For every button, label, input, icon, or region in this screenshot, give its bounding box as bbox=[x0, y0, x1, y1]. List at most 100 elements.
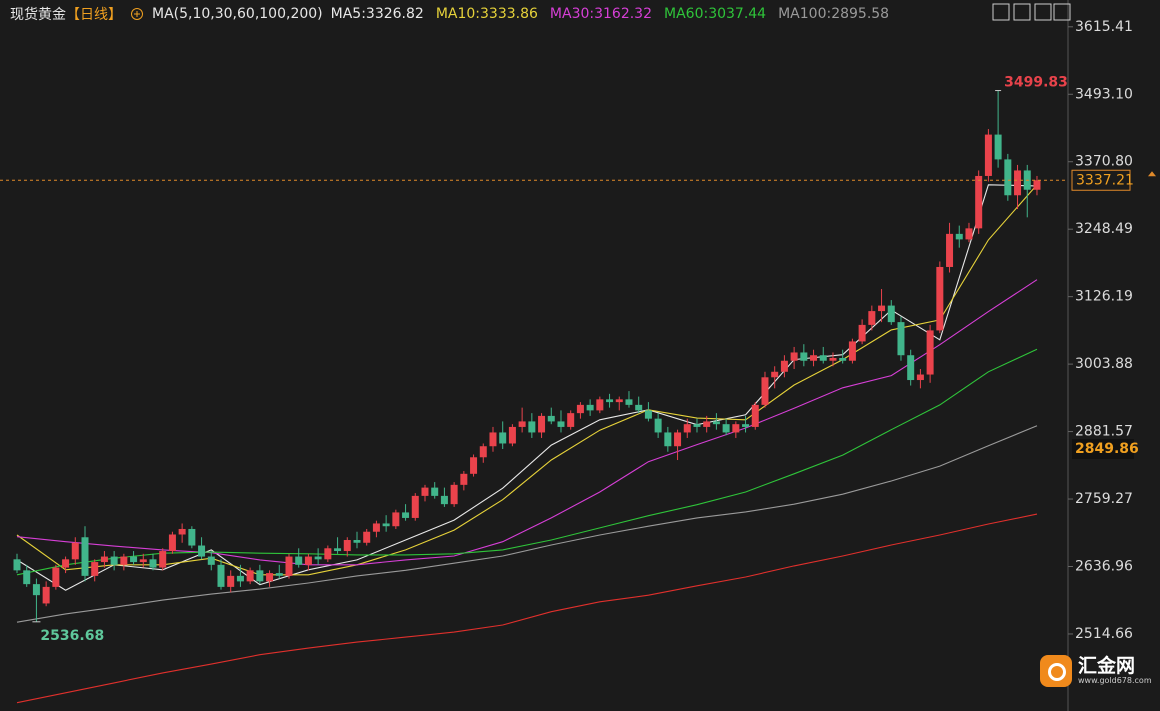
candle-body bbox=[848, 341, 856, 361]
candle-body bbox=[790, 352, 798, 361]
candle-body bbox=[168, 534, 176, 552]
y-tick-label: 2759.27 bbox=[1075, 491, 1133, 507]
y-tick-label: 3370.80 bbox=[1075, 154, 1133, 170]
period[interactable]: 【日线】 bbox=[66, 7, 122, 23]
candle-body bbox=[635, 404, 643, 411]
candle-body bbox=[198, 545, 206, 557]
candle-body bbox=[295, 556, 303, 565]
candle-body bbox=[742, 424, 750, 427]
candle-body bbox=[460, 473, 468, 485]
candle-body bbox=[275, 573, 283, 576]
candle-body bbox=[13, 559, 21, 571]
candle-body bbox=[246, 570, 254, 582]
tool-icon[interactable] bbox=[1053, 3, 1071, 21]
candle-body bbox=[984, 134, 992, 176]
candle-body bbox=[839, 357, 847, 361]
candle-body bbox=[994, 134, 1002, 160]
watermark-name: 汇金网 bbox=[1078, 655, 1136, 677]
candle-body bbox=[868, 311, 876, 325]
candle-body bbox=[780, 360, 788, 372]
candle-body bbox=[91, 562, 99, 576]
candle-body bbox=[343, 540, 351, 552]
candle-body bbox=[149, 559, 157, 568]
candle-body bbox=[683, 424, 691, 433]
y-tick-label: 3248.49 bbox=[1075, 221, 1133, 237]
candle-body bbox=[256, 570, 264, 582]
candle-body bbox=[363, 531, 371, 543]
candle-body bbox=[304, 556, 312, 565]
candle-body bbox=[353, 540, 361, 543]
watermark-url: www.gold678.com bbox=[1078, 676, 1152, 685]
candle-body bbox=[829, 357, 837, 361]
add-icon[interactable] bbox=[130, 7, 144, 21]
candle-body bbox=[528, 421, 536, 433]
indicator[interactable]: MA(5,10,30,60,100,200) bbox=[152, 6, 323, 22]
candle-body bbox=[188, 528, 196, 546]
candle-body bbox=[110, 556, 118, 565]
candle-body bbox=[916, 374, 924, 381]
last-price-arrow bbox=[1148, 171, 1156, 177]
candle-body bbox=[159, 551, 167, 568]
candle-body bbox=[42, 586, 50, 604]
candle-body bbox=[450, 484, 458, 505]
candle-body bbox=[217, 564, 225, 587]
candle-body bbox=[266, 573, 274, 582]
candle-body bbox=[693, 424, 701, 427]
candle-body bbox=[32, 584, 40, 596]
candle-body bbox=[499, 432, 507, 444]
candle-body bbox=[722, 424, 730, 433]
legend-entry: MA30:3162.32 bbox=[549, 6, 652, 22]
candle-body bbox=[897, 322, 905, 356]
candle-body bbox=[334, 548, 342, 552]
legend-entry: MA60:3037.44 bbox=[664, 6, 767, 22]
candle-body bbox=[1004, 159, 1012, 196]
instrument-title: 现货黄金 bbox=[10, 7, 66, 23]
candle-body bbox=[120, 556, 128, 565]
candle-body bbox=[392, 512, 400, 527]
candle-body bbox=[567, 413, 575, 427]
candle-body bbox=[586, 404, 594, 411]
candle-body bbox=[130, 556, 138, 563]
candle-body bbox=[644, 410, 652, 419]
candle-body bbox=[402, 512, 410, 518]
y-tick-label: 3493.10 bbox=[1075, 86, 1133, 102]
candle-body bbox=[800, 352, 808, 361]
candle-body bbox=[372, 523, 380, 532]
candle-body bbox=[625, 399, 633, 405]
last-price-label: 3337.21 bbox=[1076, 172, 1134, 188]
candle-body bbox=[236, 575, 244, 582]
candle-body bbox=[440, 495, 448, 505]
candle-body bbox=[878, 305, 886, 312]
candle-body bbox=[926, 330, 934, 375]
last-price-box bbox=[1071, 169, 1131, 191]
candle-body bbox=[52, 567, 60, 587]
candle-body bbox=[771, 371, 779, 378]
candle-body bbox=[975, 175, 983, 229]
candle-body bbox=[936, 266, 944, 331]
candle-body bbox=[965, 228, 973, 240]
ma-line bbox=[16, 348, 1038, 576]
tool-icon[interactable] bbox=[1013, 3, 1031, 21]
ma-line bbox=[16, 184, 1038, 576]
candle-body bbox=[285, 556, 293, 576]
candle-body bbox=[1033, 180, 1041, 190]
candle-body bbox=[518, 421, 526, 427]
candle-body bbox=[508, 426, 516, 444]
tool-icon[interactable] bbox=[992, 3, 1010, 21]
candle-body bbox=[324, 548, 332, 560]
candle-body bbox=[100, 556, 108, 563]
y-tick-label: 3126.19 bbox=[1075, 289, 1133, 305]
candle-body bbox=[946, 233, 954, 267]
candle-body bbox=[810, 355, 818, 361]
candle-body bbox=[712, 421, 720, 425]
candle-body bbox=[907, 355, 915, 381]
candle-body bbox=[227, 575, 235, 587]
tool-icon[interactable] bbox=[1034, 3, 1052, 21]
candle-body bbox=[538, 415, 546, 433]
candles bbox=[13, 90, 1041, 622]
toolbar[interactable] bbox=[992, 3, 1071, 21]
candle-body bbox=[178, 528, 186, 535]
candle-body bbox=[139, 559, 147, 563]
